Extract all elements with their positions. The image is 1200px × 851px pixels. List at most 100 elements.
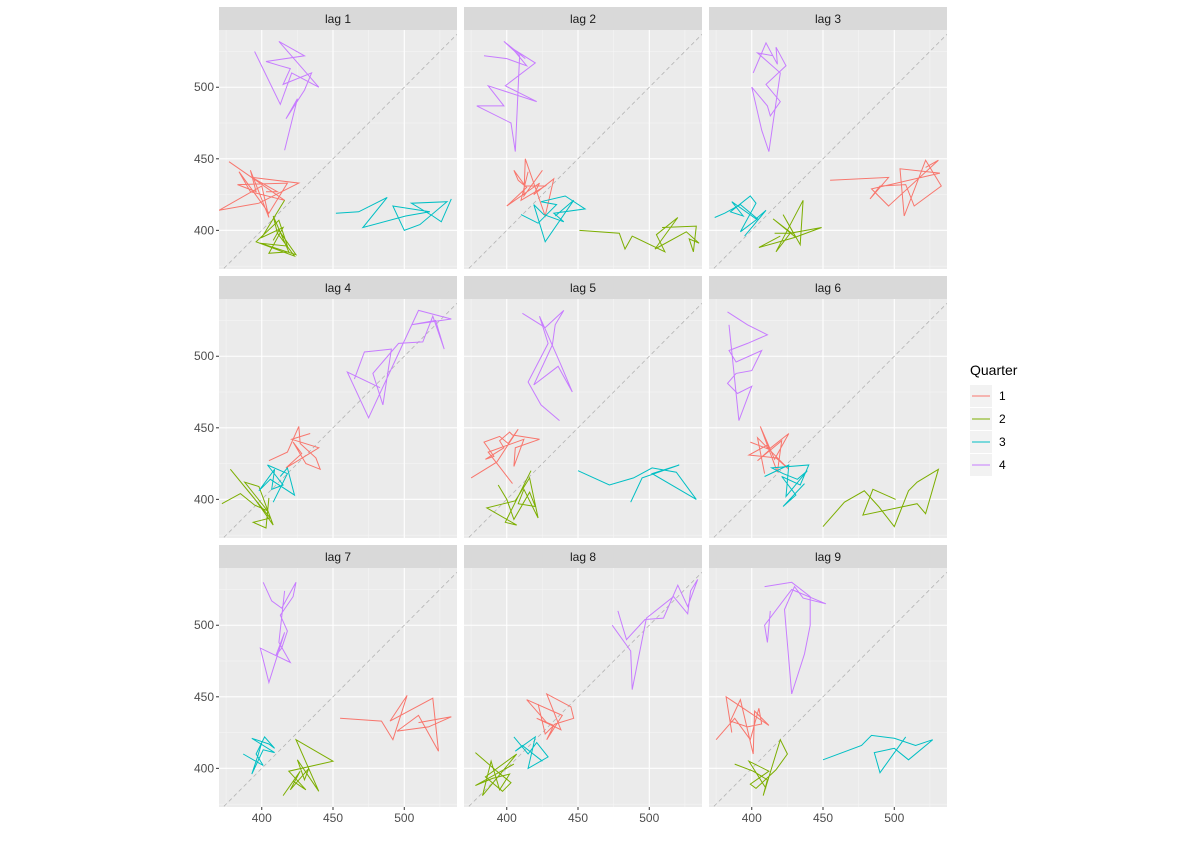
panel-background [464, 568, 702, 807]
series-line-quarter-4 [254, 40, 320, 151]
panel-strip [219, 276, 457, 299]
series-line-quarter-2 [485, 470, 539, 526]
panel-background [464, 299, 702, 538]
series-line-quarter-1 [526, 692, 575, 740]
x-tick-label: 400 [497, 811, 517, 825]
y-tick-label: 500 [194, 618, 214, 632]
panel-background [709, 30, 947, 269]
panel-strip-label: lag 6 [815, 281, 841, 295]
series-line-quarter-3 [822, 734, 934, 774]
series-line-quarter-3 [577, 464, 697, 503]
series-line-quarter-4 [476, 41, 537, 152]
series-line-quarter-1 [715, 695, 770, 755]
legend-label: 4 [999, 458, 1006, 472]
panel-lag-5: lag 5 [464, 276, 702, 538]
legend-title: Quarter [970, 362, 1018, 378]
panel-strip [464, 545, 702, 568]
legend-entry-2: 2 [970, 408, 1006, 430]
y-tick-label: 400 [194, 761, 214, 775]
series-line-quarter-3 [520, 195, 587, 243]
diagonal-reference-line [222, 34, 457, 269]
series-line-quarter-1 [268, 426, 322, 471]
series-line-quarter-2 [282, 738, 335, 796]
diagonal-reference-line [467, 303, 702, 538]
x-tick-label: 450 [813, 811, 833, 825]
panel-background [464, 30, 702, 269]
y-tick-label: 500 [194, 80, 214, 94]
panel-strip-label: lag 5 [570, 281, 596, 295]
series-line-quarter-1 [340, 695, 452, 752]
panel-strip [464, 276, 702, 299]
series-line-quarter-4 [726, 311, 769, 421]
panel-lag-2: lag 2 [464, 7, 702, 269]
panel-lag-8: lag 8 400 450 500 [464, 545, 702, 825]
series-line-quarter-1 [747, 426, 790, 474]
panel-strip-label: lag 4 [325, 281, 351, 295]
x-tick-label: 400 [742, 811, 762, 825]
legend-label: 2 [999, 412, 1006, 426]
series-line-quarter-3 [335, 196, 452, 232]
series-line-quarter-1 [506, 158, 555, 218]
diagonal-reference-line [222, 572, 457, 807]
panel-lag-1: lag 1 400 450 500 [194, 7, 457, 269]
y-tick-label: 450 [194, 690, 214, 704]
panel-strip-label: lag 7 [325, 550, 351, 564]
series-line-quarter-3 [513, 735, 549, 770]
panel-strip [219, 7, 457, 30]
panel-strip-label: lag 9 [815, 550, 841, 564]
diagonal-reference-line [467, 572, 702, 807]
series-line-quarter-1 [830, 159, 942, 217]
series-line-quarter-4 [522, 310, 573, 421]
x-tick-label: 400 [252, 811, 272, 825]
series-line-quarter-2 [758, 200, 822, 253]
series-line-quarter-2 [734, 738, 788, 796]
x-tick-label: 500 [639, 811, 659, 825]
panel-background [219, 568, 457, 807]
legend-label: 1 [999, 389, 1006, 403]
legend: Quarter 1 2 3 4 [970, 362, 1018, 476]
x-tick-label: 500 [394, 811, 414, 825]
y-tick-label: 400 [194, 223, 214, 237]
panel-lag-6: lag 6 [709, 276, 947, 538]
panel-strip [464, 7, 702, 30]
x-tick-label: 500 [884, 811, 904, 825]
panel-strip [219, 545, 457, 568]
panel-background [219, 30, 457, 269]
diagonal-reference-line [712, 572, 947, 807]
panel-strip-label: lag 2 [570, 12, 596, 26]
series-line-quarter-3 [714, 195, 767, 237]
series-line-quarter-4 [751, 41, 787, 152]
series-line-quarter-4 [259, 582, 297, 685]
panel-lag-3: lag 3 [709, 7, 947, 269]
series-line-quarter-2 [255, 200, 298, 258]
panel-strip-label: lag 8 [570, 550, 596, 564]
panel-strip [709, 545, 947, 568]
legend-entry-4: 4 [970, 454, 1006, 476]
series-line-quarter-3 [242, 736, 275, 775]
panel-lag-9: lag 9 400 450 500 [709, 545, 947, 825]
diagonal-reference-line [712, 34, 947, 269]
series-line-quarter-4 [611, 579, 699, 690]
legend-entry-1: 1 [970, 385, 1006, 407]
series-line-quarter-3 [258, 464, 296, 503]
diagonal-reference-line [467, 34, 702, 269]
legend-label: 3 [999, 435, 1006, 449]
diagonal-reference-line [222, 303, 457, 538]
series-line-quarter-2 [579, 217, 700, 253]
series-line-quarter-2 [822, 468, 940, 528]
y-tick-label: 450 [194, 421, 214, 435]
panel-lag-4: lag 4 400 450 500 [194, 276, 457, 538]
y-tick-label: 500 [194, 349, 214, 363]
panel-background [709, 299, 947, 538]
series-line-quarter-1 [219, 161, 301, 218]
diagonal-reference-line [712, 303, 947, 538]
series-line-quarter-2 [475, 752, 518, 796]
series-line-quarter-4 [346, 309, 452, 419]
panel-background [709, 568, 947, 807]
panel-strip [709, 7, 947, 30]
x-tick-label: 450 [323, 811, 343, 825]
panel-strip-label: lag 3 [815, 12, 841, 26]
series-line-quarter-4 [764, 581, 827, 695]
